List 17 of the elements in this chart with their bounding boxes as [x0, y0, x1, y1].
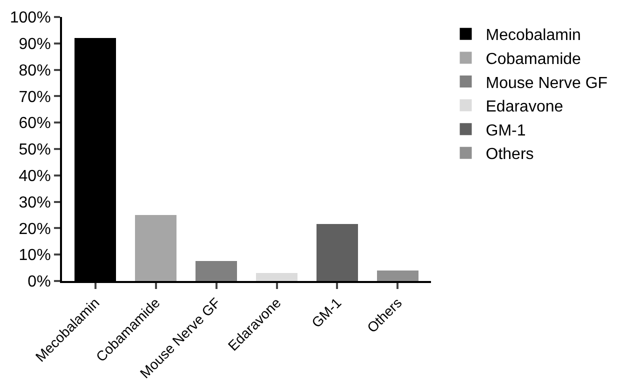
legend-label: Mecobalamin [486, 27, 581, 44]
y-tick-label: 90% [18, 36, 51, 53]
y-tick-label: 0% [28, 274, 51, 291]
y-tick-label: 80% [18, 62, 51, 80]
y-tick-label: 30% [18, 194, 51, 212]
y-tick-label: 100% [10, 10, 51, 27]
y-tick-label: 60% [18, 115, 51, 132]
legend-label: Edaravone [486, 98, 564, 116]
legend-label: Cobamamide [486, 50, 582, 68]
y-tick-label: 70% [18, 88, 51, 106]
legend-label: Others [486, 146, 534, 164]
y-tick-label: 10% [18, 247, 51, 264]
legend-label: GM-1 [486, 122, 526, 140]
y-tick-label: 20% [18, 220, 51, 238]
y-tick-label: 50% [18, 142, 51, 159]
y-tick-label: 40% [18, 168, 51, 185]
legend-label: Mouse Nerve GF [486, 74, 608, 92]
